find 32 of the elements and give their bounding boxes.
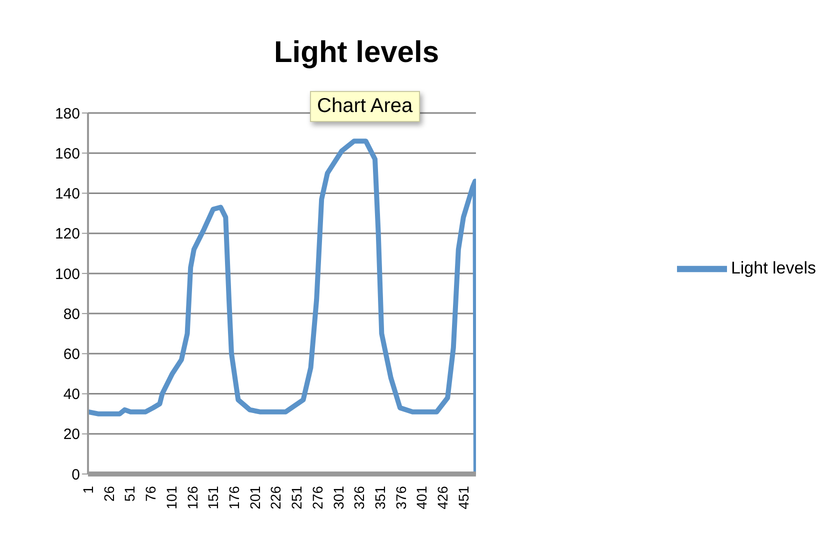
x-tick-label: 226 bbox=[268, 486, 284, 510]
y-tick-label: 100 bbox=[54, 266, 80, 283]
x-tick-label: 51 bbox=[122, 486, 138, 502]
x-tick-label: 426 bbox=[434, 486, 451, 510]
x-tick-label: 76 bbox=[142, 486, 159, 502]
x-tick-label: 101 bbox=[163, 486, 180, 510]
y-tick-label: 180 bbox=[54, 105, 80, 122]
y-tick-label: 40 bbox=[63, 386, 80, 404]
x-tick-label: 351 bbox=[372, 486, 388, 510]
y-tick-label: 120 bbox=[54, 226, 80, 243]
x-tick-label: 151 bbox=[205, 486, 222, 510]
x-tick-label: 251 bbox=[288, 486, 305, 510]
x-tick-label: 301 bbox=[330, 486, 346, 510]
x-tick-label: 401 bbox=[414, 486, 430, 510]
y-tick-label: 0 bbox=[72, 466, 80, 484]
chart-title: Light levels bbox=[272, 36, 440, 70]
x-tick-label: 201 bbox=[246, 486, 263, 510]
y-tick-label: 20 bbox=[63, 426, 80, 444]
x-tick-label: 126 bbox=[184, 486, 200, 510]
x-tick-label: 376 bbox=[392, 486, 409, 510]
x-tick-label: 326 bbox=[351, 486, 368, 510]
y-tick-label: 60 bbox=[63, 346, 80, 363]
y-tick-label: 140 bbox=[54, 186, 80, 203]
x-tick-label: 176 bbox=[226, 486, 242, 510]
x-tick-label: 1 bbox=[80, 486, 96, 494]
y-tick-label: 160 bbox=[54, 145, 80, 162]
legend-label: Light levels bbox=[730, 258, 816, 278]
x-tick-label: 451 bbox=[455, 486, 472, 510]
x-tick-label: 26 bbox=[100, 486, 117, 502]
annotation: Chart Area bbox=[310, 91, 420, 122]
x-tick-label: 276 bbox=[309, 486, 326, 510]
y-tick-label: 80 bbox=[63, 306, 80, 323]
